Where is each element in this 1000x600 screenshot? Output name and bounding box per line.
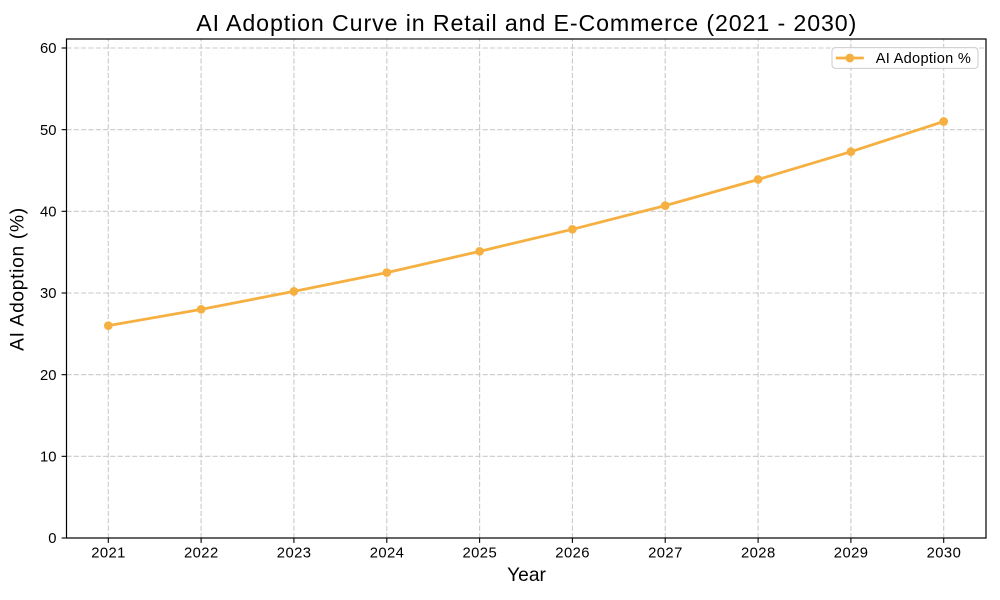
svg-text:50: 50: [40, 123, 56, 139]
svg-text:2027: 2027: [648, 545, 682, 561]
svg-text:2022: 2022: [184, 545, 218, 561]
svg-text:2029: 2029: [834, 545, 868, 561]
svg-text:10: 10: [40, 450, 56, 466]
svg-text:2026: 2026: [555, 545, 589, 561]
svg-text:60: 60: [40, 41, 56, 57]
svg-text:Year: Year: [507, 565, 546, 586]
svg-text:2025: 2025: [463, 545, 497, 561]
svg-text:40: 40: [40, 205, 56, 221]
svg-text:2024: 2024: [370, 545, 404, 561]
svg-text:AI Adoption Curve in Retail an: AI Adoption Curve in Retail and E-Commer…: [196, 10, 856, 36]
svg-text:2023: 2023: [277, 545, 311, 561]
svg-text:0: 0: [48, 531, 56, 547]
svg-text:AI Adoption (%): AI Adoption (%): [7, 208, 28, 351]
svg-text:2021: 2021: [91, 545, 125, 561]
svg-text:2030: 2030: [927, 545, 961, 561]
svg-text:AI Adoption %: AI Adoption %: [876, 51, 971, 67]
svg-text:20: 20: [40, 368, 56, 384]
svg-text:2028: 2028: [741, 545, 775, 561]
svg-text:30: 30: [40, 286, 56, 302]
